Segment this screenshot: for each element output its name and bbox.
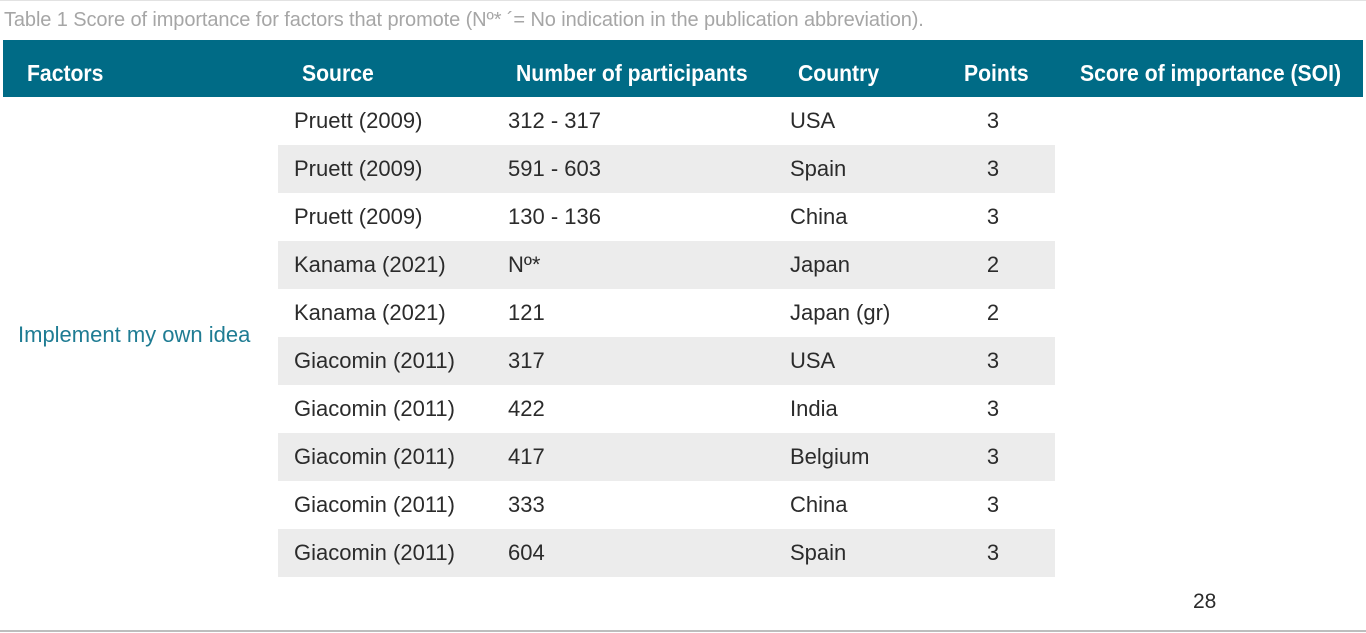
cell-participants: Nº* bbox=[508, 252, 541, 277]
cell-points: 3 bbox=[986, 444, 1000, 469]
cell-source: Pruett (2009) bbox=[294, 156, 423, 181]
header-points: Points bbox=[964, 60, 1029, 86]
cell-source: Kanama (2021) bbox=[294, 252, 446, 277]
table-row: Pruett (2009) 591 - 603 Spain 3 bbox=[278, 145, 1055, 193]
table-row: Pruett (2009) 130 - 136 China 3 bbox=[278, 193, 1055, 241]
cell-participants: 604 bbox=[508, 540, 545, 565]
table-row: Giacomin (2011) 417 Belgium 3 bbox=[278, 433, 1055, 481]
cell-points: 3 bbox=[986, 204, 1000, 229]
top-rule bbox=[0, 0, 1366, 1]
cell-source: Giacomin (2011) bbox=[294, 396, 455, 421]
page-number: 28 bbox=[1193, 590, 1217, 613]
cell-country: Spain bbox=[790, 156, 847, 181]
cell-participants: 130 - 136 bbox=[508, 204, 601, 229]
cell-participants: 121 bbox=[508, 300, 545, 325]
cell-points: 3 bbox=[986, 348, 1000, 373]
cell-points: 3 bbox=[986, 156, 1000, 181]
cell-points: 3 bbox=[986, 492, 1000, 517]
header-country: Country bbox=[798, 60, 880, 86]
cell-source: Pruett (2009) bbox=[294, 204, 423, 229]
cell-country: India bbox=[790, 396, 838, 421]
cell-country: China bbox=[790, 492, 848, 517]
cell-country: China bbox=[790, 204, 848, 229]
table-caption: Table 1 Score of importance for factors … bbox=[4, 9, 924, 31]
header-source: Source bbox=[302, 60, 374, 86]
table-row: Giacomin (2011) 317 USA 3 bbox=[278, 337, 1055, 385]
cell-country: USA bbox=[790, 108, 836, 133]
table-row: Giacomin (2011) 333 China 3 bbox=[278, 481, 1055, 529]
cell-source: Giacomin (2011) bbox=[294, 348, 455, 373]
cell-participants: 422 bbox=[508, 396, 545, 421]
cell-participants: 591 - 603 bbox=[508, 156, 601, 181]
cell-points: 3 bbox=[986, 108, 1000, 133]
cell-country: Belgium bbox=[790, 444, 870, 469]
cell-source: Pruett (2009) bbox=[294, 108, 423, 133]
cell-participants: 417 bbox=[508, 444, 545, 469]
cell-country: Spain bbox=[790, 540, 847, 565]
cell-source: Giacomin (2011) bbox=[294, 444, 455, 469]
header-soi: Score of importance (SOI) bbox=[1080, 60, 1342, 86]
cell-points: 2 bbox=[986, 252, 1000, 277]
cell-source: Kanama (2021) bbox=[294, 300, 446, 325]
cell-participants: 312 - 317 bbox=[508, 108, 601, 133]
table-header: Factors Source Number of participants Co… bbox=[3, 40, 1363, 97]
cell-country: Japan bbox=[790, 252, 850, 277]
cell-participants: 333 bbox=[508, 492, 545, 517]
table-row: Kanama (2021) Nº* Japan 2 bbox=[278, 241, 1055, 289]
table-row: Giacomin (2011) 422 India 3 bbox=[278, 385, 1055, 433]
cell-source: Giacomin (2011) bbox=[294, 492, 455, 517]
table-row: Pruett (2009) 312 - 317 USA 3 bbox=[278, 97, 1055, 145]
cell-country: Japan (gr) bbox=[790, 300, 891, 325]
cell-points: 2 bbox=[986, 300, 1000, 325]
cell-country: USA bbox=[790, 348, 836, 373]
factor-label: Implement my own idea bbox=[18, 322, 251, 347]
table-row: Giacomin (2011) 604 Spain 3 bbox=[278, 529, 1055, 577]
bottom-rule bbox=[0, 630, 1366, 632]
cell-source: Giacomin (2011) bbox=[294, 540, 455, 565]
cell-points: 3 bbox=[986, 540, 1000, 565]
cell-participants: 317 bbox=[508, 348, 545, 373]
cell-points: 3 bbox=[986, 396, 1000, 421]
header-participants: Number of participants bbox=[516, 60, 748, 86]
header-factors: Factors bbox=[27, 60, 104, 86]
table-row: Kanama (2021) 121 Japan (gr) 2 bbox=[278, 289, 1055, 337]
